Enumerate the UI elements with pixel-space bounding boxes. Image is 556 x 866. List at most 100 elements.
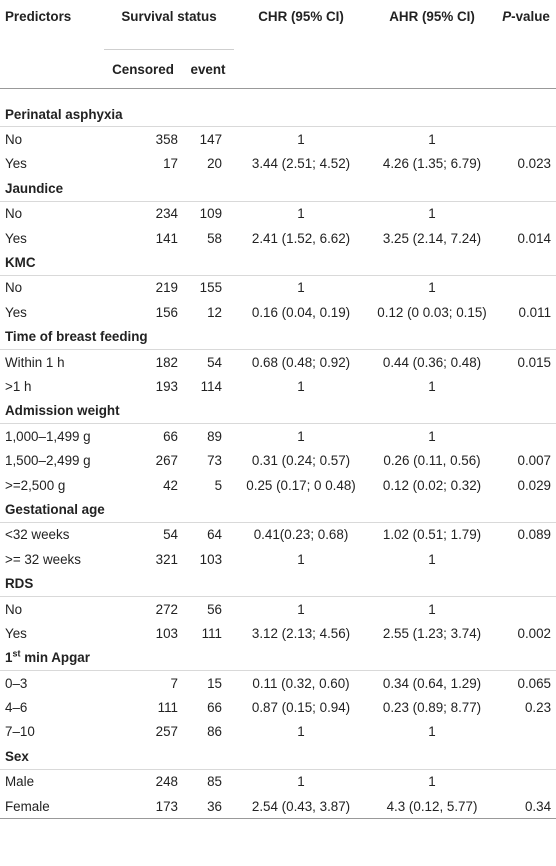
header-gap <box>0 89 556 103</box>
chr-cell: 0.87 (0.15; 0.94) <box>251 700 351 716</box>
censored-cell: 54 <box>163 527 178 543</box>
chr-header: CHR (95% CI) <box>258 9 344 24</box>
group-header-row: Jaundice <box>0 176 556 202</box>
table-row: Yes 103 111 3.12 (2.13; 4.56) 2.55 (1.23; 3.… <box>0 621 556 645</box>
ahr-cell: 1 <box>428 551 436 567</box>
survival-status-header: Survival status <box>121 9 217 24</box>
group-header-row: Admission weight <box>0 398 556 425</box>
censored-cell: 272 <box>155 601 178 617</box>
row-label: 4–6 <box>5 700 28 716</box>
pvalue-cell <box>496 201 556 226</box>
ahr-cell: 4.3 (0.12, 5.77) <box>368 793 497 820</box>
event-cell: 155 <box>199 280 223 296</box>
event-cell: 147 <box>199 132 223 148</box>
pvalue-cell <box>496 374 556 398</box>
header-spacer-left <box>0 49 104 89</box>
table-row: 1,000–1,499 g 66 89 1 1 <box>0 424 556 449</box>
group-label: Gestational age <box>0 497 556 523</box>
censored-cell: 103 <box>155 625 178 641</box>
table-row: No 219 155 1 1 <box>0 275 556 300</box>
event-cell: 15 <box>207 675 223 691</box>
chr-cell: 3.44 (2.51; 4.52) <box>251 156 351 172</box>
chr-cell: 1 <box>297 206 305 222</box>
chr-cell: 0.68 (0.48; 0.92) <box>251 354 351 370</box>
ahr-cell: 1 <box>428 132 436 148</box>
event-cell: 5 <box>214 477 223 493</box>
event-cell: 73 <box>207 453 223 469</box>
pvalue-cell: 0.002 <box>517 625 552 641</box>
ahr-header: AHR (95% CI) <box>389 9 475 24</box>
ahr-cell: 1 <box>428 280 436 296</box>
ahr-cell: 4.26 (1.35; 6.79) <box>382 156 482 172</box>
chr-cell: 0.31 (0.24; 0.57) <box>251 453 351 469</box>
table-row: >=2,500 g 42 5 0.25 (0.17; 0 0.48) 0.12 (0.0… <box>0 473 556 497</box>
pvalue-header: P-value <box>496 0 556 50</box>
row-label: <32 weeks <box>5 527 70 543</box>
table-row: Within 1 h 182 54 0.68 (0.48; 0.92) 0.44 (0.… <box>0 349 556 374</box>
pvalue-cell: 0.023 <box>517 156 552 172</box>
pvalue-header-italic: P <box>502 9 512 24</box>
group-header-row: Time of breast feeding <box>0 324 556 350</box>
group-label: Sex <box>0 744 556 770</box>
event-cell: 20 <box>207 156 223 172</box>
table-row: Yes 141 58 2.41 (1.52, 6.62) 3.25 (2.14, 7.2… <box>0 226 556 250</box>
predictors-header: Predictors <box>5 9 72 24</box>
pvalue-cell: 0.089 <box>517 527 552 543</box>
pvalue-cell: 0.34 <box>496 793 556 820</box>
event-cell: 36 <box>182 793 235 820</box>
pvalue-cell <box>496 127 556 152</box>
table-row: 1,500–2,499 g 267 73 0.31 (0.24; 0.57) 0.26 … <box>0 448 556 472</box>
ahr-cell: 0.34 (0.64, 1.29) <box>382 675 482 691</box>
row-label: No <box>5 280 23 296</box>
chr-cell: 1 <box>297 724 305 740</box>
chr-cell: 1 <box>297 428 305 444</box>
event-cell: 56 <box>207 601 223 617</box>
event-cell: 64 <box>207 527 223 543</box>
chr-cell: 2.54 (0.43, 3.87) <box>234 793 369 820</box>
header-spacer-p <box>496 49 556 89</box>
table-row: Male 248 85 1 1 <box>0 769 556 794</box>
group-label: Perinatal asphyxia <box>0 102 556 128</box>
event-cell: 54 <box>207 354 223 370</box>
table-row: No 272 56 1 1 <box>0 596 556 621</box>
chr-cell: 0.11 (0.32, 0.60) <box>252 675 350 691</box>
censored-cell: 7 <box>170 675 178 691</box>
censored-cell: 193 <box>155 378 178 394</box>
group-label: Time of breast feeding <box>0 324 556 350</box>
table-row: No 358 147 1 1 <box>0 127 556 152</box>
ahr-cell: 2.55 (1.23; 3.74) <box>382 625 482 641</box>
pvalue-cell: 0.014 <box>517 230 552 246</box>
ahr-cell: 1.02 (0.51; 1.79) <box>382 527 482 543</box>
group-header-row: Sex <box>0 744 556 770</box>
event-cell: 111 <box>201 625 223 641</box>
row-label: Female <box>0 793 104 820</box>
event-cell: 58 <box>207 230 223 246</box>
group-header-row: KMC <box>0 250 556 276</box>
pvalue-cell <box>496 720 556 744</box>
group-label-number: 1 <box>5 650 13 666</box>
event-cell: 103 <box>199 551 223 567</box>
header-spacer-chr <box>234 49 369 89</box>
censored-cell: 321 <box>155 551 178 567</box>
ahr-cell: 3.25 (2.14, 7.24) <box>382 230 482 246</box>
row-label: Yes <box>5 230 27 246</box>
row-label: Within 1 h <box>5 354 65 370</box>
row-label: Yes <box>5 625 27 641</box>
event-cell: 86 <box>207 724 223 740</box>
group-header-row: Gestational age <box>0 497 556 523</box>
row-label: 1,500–2,499 g <box>5 453 91 469</box>
group-header-row: 1st min Apgar <box>0 645 556 671</box>
event-header: event <box>182 49 235 89</box>
censored-cell: 219 <box>155 280 178 296</box>
header-spacer-ahr <box>368 49 497 89</box>
censored-cell: 234 <box>155 206 178 222</box>
chr-cell: 0.25 (0.17; 0 0.48) <box>246 477 356 493</box>
table-row: No 234 109 1 1 <box>0 201 556 226</box>
pvalue-cell: 0.029 <box>517 477 552 493</box>
censored-cell: 141 <box>155 230 178 246</box>
event-cell: 89 <box>207 428 223 444</box>
censored-cell: 111 <box>157 700 178 716</box>
table-row: <32 weeks 54 64 0.41(0.23; 0.68) 1.02 (0.51;… <box>0 522 556 547</box>
row-label: 1,000–1,499 g <box>5 428 91 444</box>
censored-cell: 17 <box>163 156 178 172</box>
